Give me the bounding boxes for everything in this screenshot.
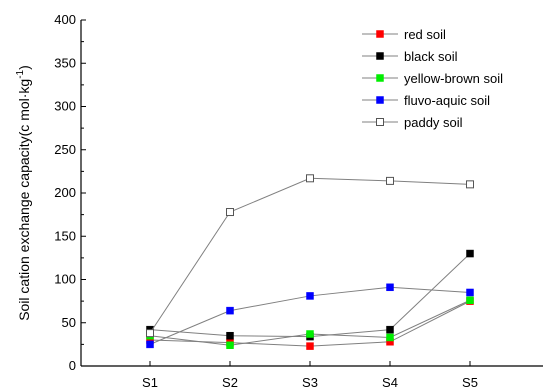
data-point bbox=[386, 283, 394, 292]
data-point bbox=[466, 288, 474, 297]
data-point bbox=[466, 296, 474, 305]
legend-marker bbox=[376, 118, 384, 126]
data-point bbox=[226, 208, 234, 217]
x-tick-label: S3 bbox=[302, 375, 318, 390]
y-tick-label: 0 bbox=[69, 358, 76, 373]
y-tick-label: 300 bbox=[54, 99, 76, 114]
series-3 bbox=[146, 283, 474, 349]
data-point bbox=[306, 174, 314, 183]
x-tick-label: S1 bbox=[142, 375, 158, 390]
y-tick-label: 50 bbox=[62, 315, 76, 330]
legend-item: black soil bbox=[362, 49, 458, 64]
legend-item: yellow-brown soil bbox=[362, 71, 503, 86]
legend-label: yellow-brown soil bbox=[404, 71, 503, 86]
data-point bbox=[226, 306, 234, 315]
x-tick-label: S5 bbox=[462, 375, 478, 390]
y-tick-label: 200 bbox=[54, 185, 76, 200]
series-line bbox=[149, 177, 471, 334]
data-point bbox=[466, 249, 474, 258]
legend-item: red soil bbox=[362, 27, 446, 42]
data-point bbox=[386, 176, 394, 185]
data-point bbox=[306, 330, 314, 338]
y-tick-label: 400 bbox=[54, 12, 76, 27]
legend-item: fluvo-aquic soil bbox=[362, 93, 490, 108]
legend-marker bbox=[376, 74, 384, 82]
y-tick-label: 100 bbox=[54, 272, 76, 287]
y-tick-label: 350 bbox=[54, 55, 76, 70]
legend: red soil black soil yellow-brown soil fluvo… bbox=[362, 27, 503, 130]
data-point bbox=[466, 180, 474, 189]
data-point bbox=[226, 341, 234, 349]
x-tick-label: S2 bbox=[222, 375, 238, 390]
data-point bbox=[226, 331, 234, 340]
legend-marker bbox=[376, 30, 384, 38]
y-tick-label: 250 bbox=[54, 142, 76, 157]
legend-label: red soil bbox=[404, 27, 446, 42]
legend-item: paddy soil bbox=[362, 115, 463, 130]
series-layer bbox=[146, 174, 474, 350]
y-axis-label: Soil cation exchange capacity(c mol·kg-1… bbox=[15, 65, 32, 321]
legend-label: fluvo-aquic soil bbox=[404, 93, 490, 108]
data-point bbox=[306, 342, 314, 350]
y-axis-label-superscript: -1 bbox=[15, 69, 26, 78]
y-axis-label-text: Soil cation exchange capacity(c mol·kg bbox=[16, 79, 32, 321]
x-tick-label: S4 bbox=[382, 375, 398, 390]
y-axis-label-suffix: ) bbox=[16, 65, 32, 70]
data-point bbox=[386, 325, 394, 334]
series-0 bbox=[146, 297, 474, 350]
y-tick-label: 150 bbox=[54, 228, 76, 243]
data-point bbox=[386, 333, 394, 342]
legend-marker bbox=[376, 96, 384, 104]
data-point bbox=[306, 292, 314, 300]
data-point bbox=[146, 329, 154, 338]
data-point bbox=[146, 340, 154, 349]
legend-label: black soil bbox=[404, 49, 458, 64]
legend-marker bbox=[376, 52, 384, 60]
series-2 bbox=[146, 296, 474, 349]
series-4 bbox=[146, 174, 474, 338]
legend-label: paddy soil bbox=[404, 115, 463, 130]
ticks: 0 50 100 150 200 250 300 350 400 S1 S2 S3 S4 S5 bbox=[54, 12, 478, 390]
